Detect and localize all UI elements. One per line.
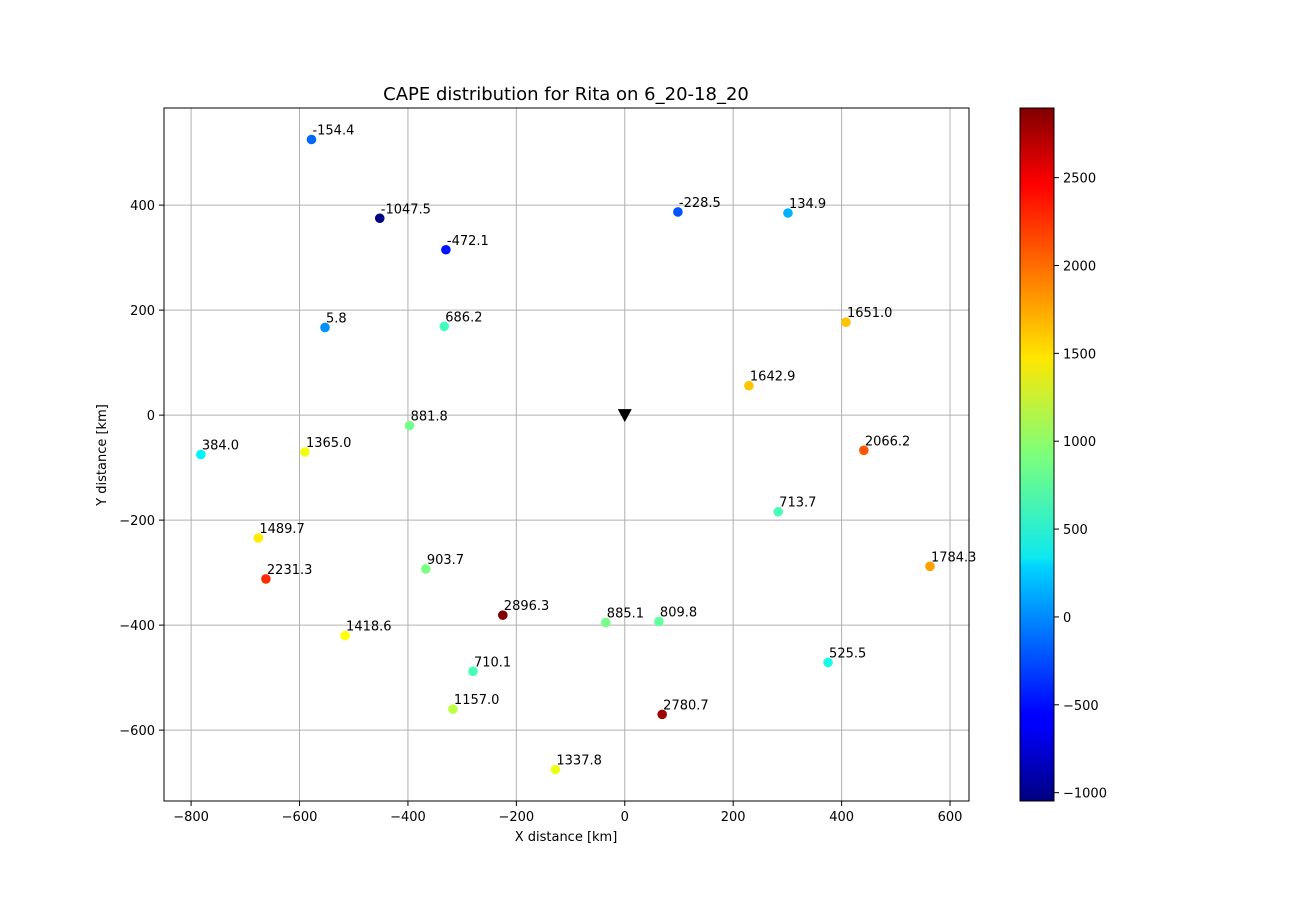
y-tick-label: −600	[119, 724, 155, 739]
data-point	[374, 213, 385, 224]
point-value-label: 2896.3	[504, 599, 549, 614]
x-tick-label: −200	[498, 810, 534, 825]
center-marker-layer	[617, 409, 632, 423]
point-value-label: -472.1	[447, 234, 489, 249]
point-value-label: -154.4	[312, 124, 354, 139]
point-value-label: 5.8	[326, 311, 347, 326]
data-point	[673, 207, 683, 217]
x-tick-label: −400	[390, 810, 426, 825]
colorbar: −1000 −500 0 500 1000 1500 2000 2500	[1019, 107, 1107, 802]
data-point	[498, 610, 508, 620]
data-point	[300, 447, 310, 457]
point-value-label: 2780.7	[663, 698, 709, 713]
data-point	[823, 657, 833, 668]
point-labels: -154.4 -1047.5 -472.1 -228.5 134.9 5.8 686.2 16…	[202, 124, 977, 769]
data-point	[657, 709, 667, 720]
plot-area	[164, 108, 969, 801]
data-point	[925, 561, 935, 572]
point-value-label: 885.1	[607, 607, 644, 622]
x-tick-label: 200	[721, 810, 746, 825]
point-value-label: 809.8	[660, 605, 697, 620]
point-value-label: 134.9	[789, 197, 826, 212]
colorbar-ticks: −1000 −500 0 500 1000 1500 2000 2500	[1054, 172, 1107, 802]
data-point	[340, 630, 350, 641]
colorbar-tick-label: −1000	[1063, 787, 1107, 802]
point-value-label: 710.1	[474, 655, 511, 670]
data-point	[439, 321, 450, 332]
data-point	[320, 322, 330, 333]
point-value-label: 1489.7	[259, 522, 305, 537]
colorbar-tick-label: −500	[1063, 699, 1099, 714]
point-value-label: 1418.6	[346, 620, 392, 635]
data-point	[783, 208, 793, 218]
point-value-label: 881.8	[411, 410, 448, 425]
y-axis-ticks: −600 −400 −200 0 200 400	[119, 199, 164, 739]
x-tick-label: −600	[282, 810, 318, 825]
colorbar-gradient	[1019, 107, 1055, 802]
data-point	[550, 764, 561, 775]
data-point	[841, 317, 851, 328]
y-axis-label: Y distance [km]	[95, 404, 110, 507]
colorbar-tick-label: 2000	[1063, 259, 1096, 274]
point-value-label: 1157.0	[454, 693, 500, 708]
data-point	[654, 616, 664, 627]
colorbar-tick-label: 500	[1063, 523, 1088, 538]
data-points	[196, 134, 935, 775]
data-point	[448, 704, 458, 714]
point-value-label: 713.7	[779, 496, 816, 511]
point-value-label: 1651.0	[847, 306, 893, 321]
data-point	[306, 134, 317, 145]
colorbar-tick-label: 1000	[1063, 435, 1096, 450]
grid-lines	[164, 108, 969, 801]
x-tick-label: 600	[938, 810, 963, 825]
y-tick-label: −400	[119, 619, 155, 634]
data-point	[773, 506, 783, 517]
point-value-label: 1784.3	[931, 550, 977, 565]
data-point	[404, 420, 415, 431]
y-tick-label: 400	[130, 199, 155, 214]
point-value-label: 686.2	[445, 310, 482, 325]
y-tick-label: −200	[119, 514, 155, 529]
point-value-label: -1047.5	[381, 202, 431, 217]
plot-frame	[163, 107, 970, 802]
colorbar-tick-label: 1500	[1063, 347, 1096, 362]
point-value-label: 903.7	[427, 553, 464, 568]
colorbar-tick-label: 2500	[1063, 172, 1096, 187]
point-value-label: 1337.8	[556, 754, 602, 769]
data-point	[468, 666, 478, 677]
chart-title: CAPE distribution for Rita on 6_20-18_20	[383, 84, 749, 105]
data-point	[253, 533, 264, 543]
point-value-label: 2066.2	[865, 434, 911, 449]
point-value-label: 1365.0	[306, 436, 352, 451]
x-tick-label: 400	[829, 810, 854, 825]
data-point	[196, 449, 206, 460]
data-point	[601, 617, 611, 628]
data-point	[441, 244, 451, 255]
x-axis-ticks: −800 −600 −400 −200 0 200 400 600	[173, 801, 962, 825]
x-axis-label: X distance [km]	[515, 830, 618, 845]
point-value-label: 384.0	[202, 439, 239, 454]
y-tick-label: 200	[130, 304, 155, 319]
x-tick-label: −800	[173, 810, 209, 825]
point-value-label: 2231.3	[267, 563, 313, 578]
center-marker	[617, 409, 632, 423]
data-point	[744, 380, 754, 391]
point-value-label: 1642.9	[750, 370, 796, 385]
x-tick-label: 0	[621, 810, 629, 825]
point-value-label: 525.5	[829, 646, 866, 661]
point-value-label: -228.5	[679, 196, 721, 211]
data-point	[261, 574, 271, 584]
data-point	[859, 445, 869, 456]
colorbar-tick-label: 0	[1063, 611, 1071, 626]
data-point	[421, 564, 431, 574]
y-tick-label: 0	[147, 409, 155, 424]
